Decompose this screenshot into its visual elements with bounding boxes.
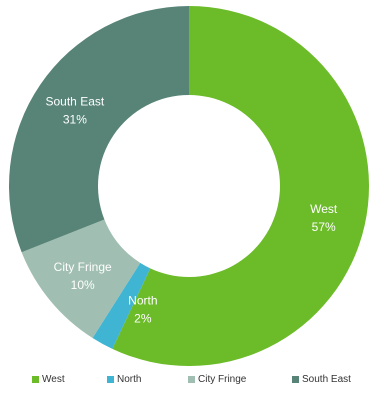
legend-label-city-fringe: City Fringe <box>198 374 247 385</box>
legend-swatch-west <box>32 376 39 383</box>
legend-label-south-east: South East <box>302 374 351 385</box>
slice-value-south-east: 31% <box>63 112 87 126</box>
slice-label-north: North <box>128 294 157 308</box>
legend-swatch-south-east <box>292 376 299 383</box>
slice-value-north: 2% <box>134 312 152 326</box>
legend-label-north: North <box>117 374 142 385</box>
slice-value-west: 57% <box>312 220 336 234</box>
chart-legend: West North City Fringe South East <box>0 374 369 394</box>
legend-item-city-fringe[interactable]: City Fringe <box>188 374 246 385</box>
slice-label-city-fringe: City Fringe <box>54 260 112 274</box>
slice-label-south-east: South East <box>46 94 105 108</box>
legend-label-west: West <box>42 374 65 385</box>
legend-swatch-city-fringe <box>188 376 195 383</box>
legend-item-north[interactable]: North <box>107 374 141 385</box>
slice-value-city-fringe: 10% <box>71 278 95 292</box>
slice-west[interactable] <box>112 6 369 366</box>
slice-label-west: West <box>310 202 338 216</box>
slice-city-fringe[interactable] <box>21 219 141 338</box>
legend-item-south-east[interactable]: South East <box>292 374 351 385</box>
slice-north[interactable] <box>92 262 151 349</box>
slice-south-east[interactable] <box>8 6 189 253</box>
legend-swatch-north <box>107 376 114 383</box>
legend-item-west[interactable]: West <box>32 374 65 385</box>
